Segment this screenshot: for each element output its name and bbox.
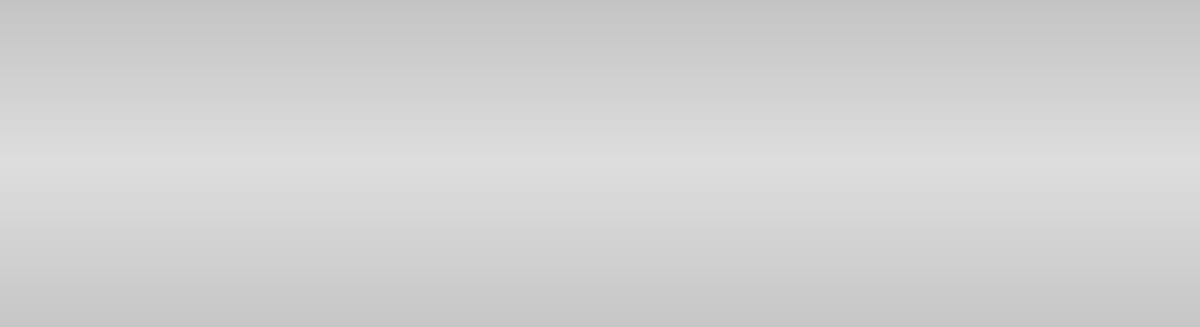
Text: $3* 10^6\,$ m/s in the direction $\,a_v = a_x - 2a_y + 3a_z\,.$: $3* 10^6\,$ m/s in the direction $\,a_v … <box>234 243 700 272</box>
Text: $\ell$: $\ell$ <box>983 251 995 279</box>
Text: $\vec{B}$ $= -2a_x + 5a_z\,$ T if the point charge Q−9nC has a velocity of: $\vec{B}$ $= -2a_x + 5a_z\,$ T if the po… <box>234 214 851 243</box>
Text: Three point charges of 4nC each are located at A(3,3,3), B(-3,-3,-3) and: Three point charges of 4nC each are loca… <box>264 85 971 104</box>
Text: Q4: Q4 <box>234 185 264 204</box>
Text: Q3: Q3 <box>234 85 264 104</box>
Text: C(0,0 ,5) in free space. Find the total force and the total electric field densi: C(0,0 ,5) in free space. Find the total … <box>234 113 991 132</box>
Text: Calculate the magnitude of the force exerted on the charge by the field: Calculate the magnitude of the force exe… <box>264 185 970 204</box>
Text: on the charge at point C.: on the charge at point C. <box>234 143 480 162</box>
